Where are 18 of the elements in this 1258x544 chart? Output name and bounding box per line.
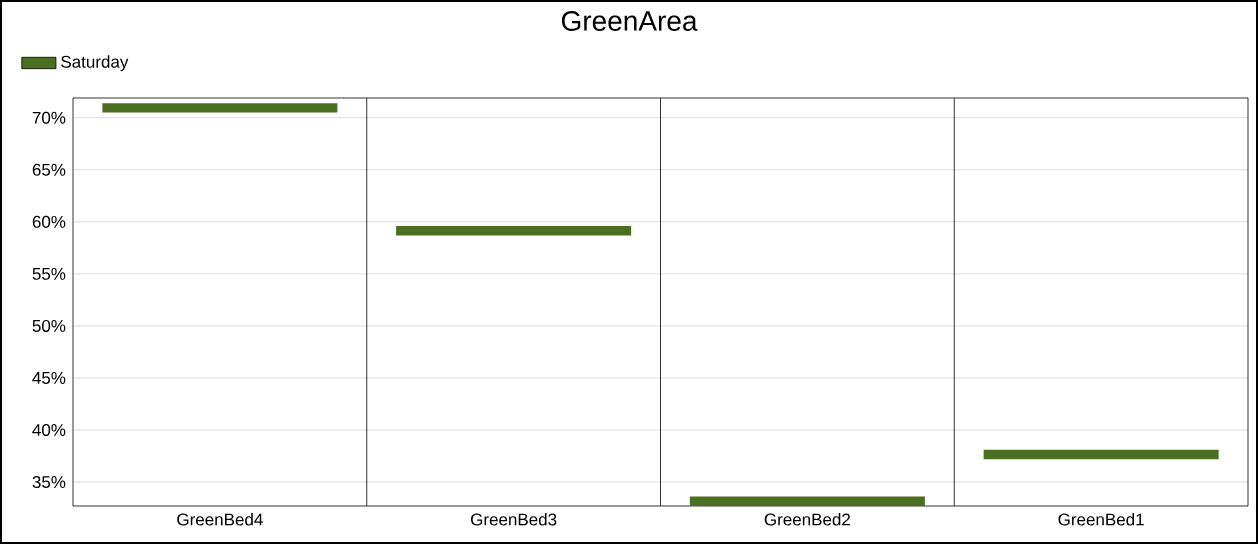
- x-tick-label: GreenBed3: [471, 513, 557, 526]
- x-tick-label: GreenBed1: [1058, 513, 1144, 526]
- y-tick-label: 35%: [32, 476, 66, 489]
- y-tick-label: 60%: [32, 215, 66, 228]
- legend-label: Saturday: [61, 55, 129, 72]
- y-tick-label: 55%: [32, 267, 66, 280]
- bar: [396, 226, 632, 236]
- y-tick-label: 50%: [32, 319, 66, 332]
- bar: [102, 103, 338, 113]
- x-tick-label: GreenBed2: [764, 513, 850, 526]
- y-tick-label: 70%: [32, 111, 66, 124]
- bar: [689, 496, 925, 506]
- y-tick-label: 40%: [32, 424, 66, 437]
- chart-title: GreenArea: [561, 11, 698, 31]
- bar: [983, 449, 1219, 460]
- x-tick-label: GreenBed4: [177, 513, 263, 526]
- y-tick-label: 45%: [32, 371, 66, 384]
- y-tick-label: 65%: [32, 163, 66, 176]
